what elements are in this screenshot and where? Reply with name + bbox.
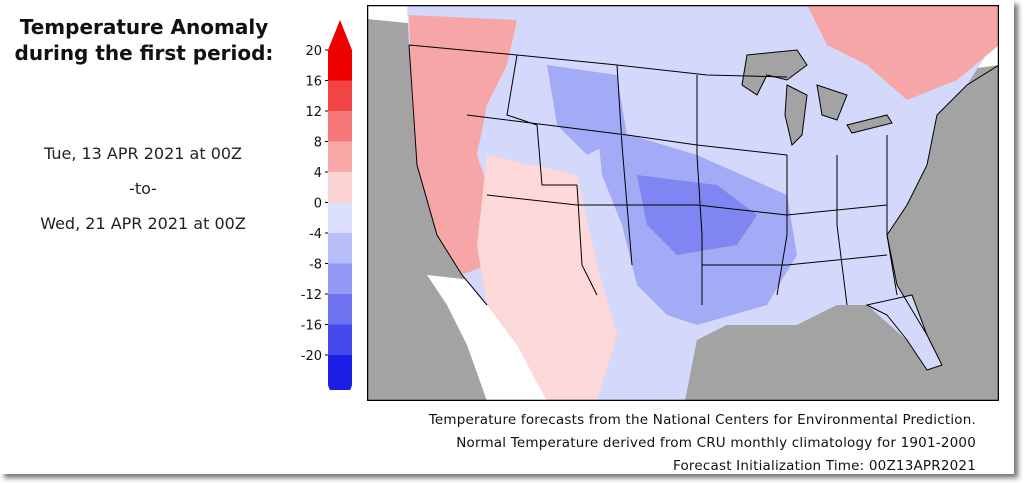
credits: Temperature forecasts from the National … (276, 409, 976, 478)
legend-tick-label: -20 (301, 349, 322, 364)
legend-swatch (328, 263, 352, 294)
gulf-of-mexico (685, 305, 912, 401)
great-lakes-michigan (784, 84, 808, 146)
legend-swatch (328, 355, 352, 386)
great-lakes-erie (846, 114, 893, 134)
state-boundaries (408, 44, 999, 336)
period-start: Tue, 13 APR 2021 at 00Z (43, 144, 243, 163)
legend-tick-label: 0 (314, 197, 322, 212)
credit-line-1: Temperature forecasts from the National … (428, 412, 976, 428)
legend-tick-label: -12 (301, 288, 322, 303)
legend-swatch (328, 233, 352, 264)
credit-line-3: Forecast Initialization Time: 00Z13APR20… (672, 458, 976, 474)
legend-arrow-max (328, 20, 352, 50)
legend-tick-label: 4 (314, 166, 322, 181)
legend-tick-label: -4 (309, 227, 322, 242)
legend-arrow-min (328, 385, 352, 390)
great-lakes-huron (816, 84, 848, 121)
title-line-1: Temperature Anomaly (19, 15, 269, 39)
legend-swatch (328, 111, 352, 142)
legend-tick-label: -16 (301, 319, 322, 334)
legend-tick-label: 8 (314, 136, 322, 151)
title-line-2: during the first period: (14, 41, 274, 65)
temperature-anomaly-map (367, 5, 999, 401)
legend-tick-label: -8 (309, 258, 322, 273)
legend-tick-label: 20 (305, 44, 322, 59)
florida (865, 294, 943, 371)
map-border (367, 5, 999, 401)
credit-line-2: Normal Temperature derived from CRU mont… (456, 435, 976, 451)
legend-swatch (328, 50, 352, 81)
legend-swatch (328, 324, 352, 355)
period-end: Wed, 21 APR 2021 at 00Z (40, 214, 246, 233)
legend-swatch (328, 141, 352, 172)
legend-tick-label: 12 (305, 105, 322, 120)
legend-swatch (328, 172, 352, 203)
cool-strong-core (637, 175, 757, 255)
legend-swatch (328, 80, 352, 111)
great-lakes-superior (741, 49, 808, 96)
legend-swatch (328, 294, 352, 325)
legend-tick-label: 16 (305, 75, 322, 90)
warm-northeast (807, 5, 999, 100)
color-scale-legend: 20 16 12 8 4 0 -4 -8 -12 -16 -20 (301, 20, 352, 390)
warm-southwest (477, 155, 617, 401)
period-separator: -to- (129, 179, 157, 198)
page-title: Temperature Anomaly during the first per… (4, 14, 284, 66)
legend-swatch (328, 202, 352, 233)
